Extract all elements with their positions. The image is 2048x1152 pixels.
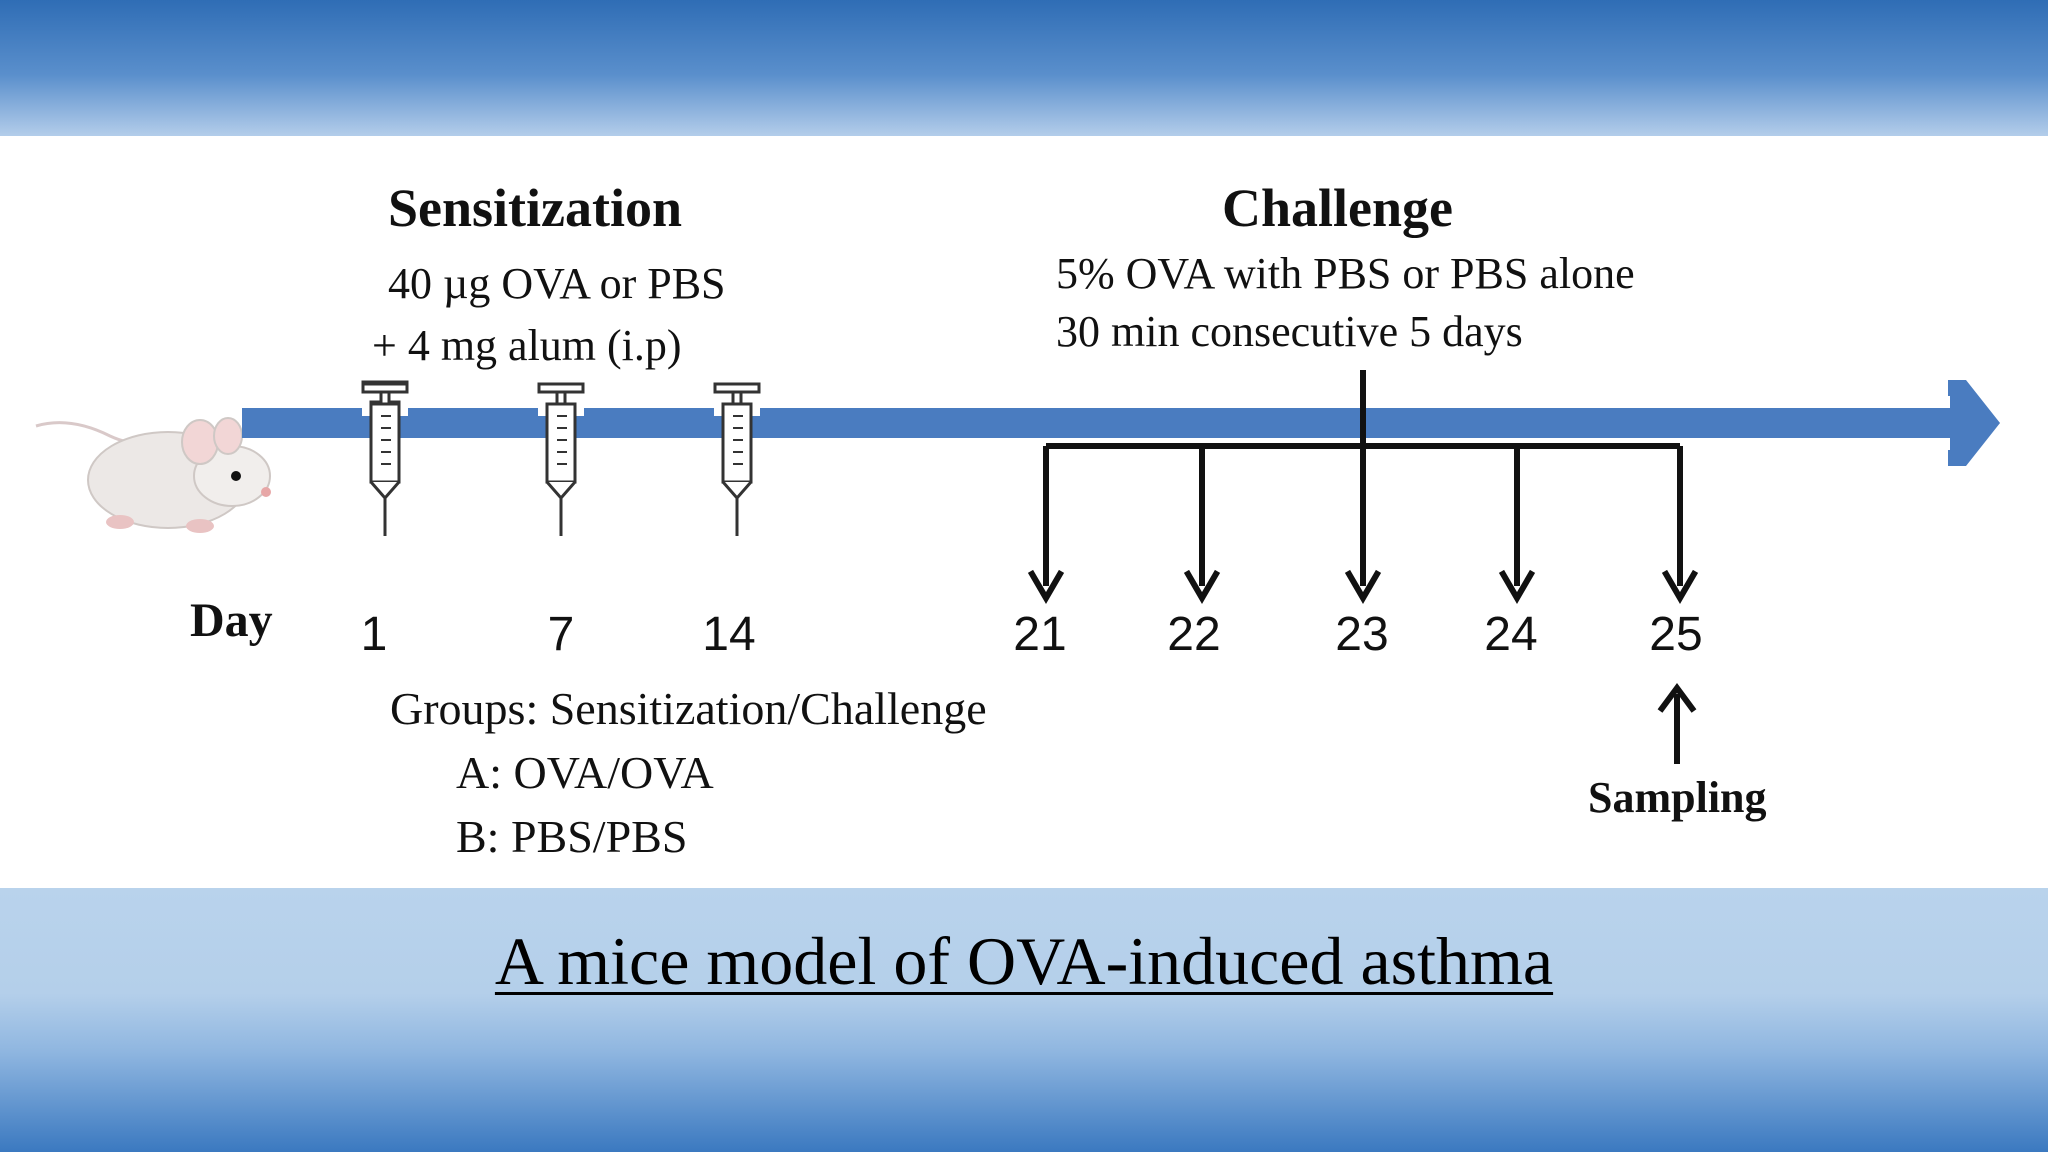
sensitization-dose-line: 40 µg OVA or PBS xyxy=(388,259,726,308)
challenge-arrowheads xyxy=(1027,569,1699,604)
slide-caption: A mice model of OVA-induced asthma xyxy=(494,923,1554,999)
sensitization-adjuvant-line: + 4 mg alum (i.p) xyxy=(372,321,682,370)
day-tick-14: 14 xyxy=(702,608,755,661)
groups-title: Groups: Sensitization/Challenge xyxy=(390,683,987,734)
day-tick-23: 23 xyxy=(1335,608,1388,661)
top-header-band xyxy=(0,0,2048,136)
group-a: A: OVA/OVA xyxy=(456,747,714,798)
sampling-label: Sampling xyxy=(1588,773,1767,822)
challenge-bracket xyxy=(1043,370,1683,586)
mouse-illustration xyxy=(35,417,271,533)
syringe-icon xyxy=(361,382,409,538)
day-tick-1: 1 xyxy=(361,608,388,661)
day-tick-7: 7 xyxy=(548,608,575,661)
day-tick-21: 21 xyxy=(1013,608,1066,661)
syringe-icon xyxy=(713,382,761,538)
sampling-arrow xyxy=(1657,682,1697,764)
challenge-duration-line: 30 min consecutive 5 days xyxy=(1056,307,1523,356)
challenge-title: Challenge xyxy=(1222,178,1453,238)
day-label: Day xyxy=(190,594,273,647)
challenge-dose-line: 5% OVA with PBS or PBS alone xyxy=(1056,249,1635,298)
day-tick-22: 22 xyxy=(1167,608,1220,661)
caption-band xyxy=(0,888,2048,1152)
timeline-diagram: Sensitization 40 µg OVA or PBS + 4 mg al… xyxy=(35,178,2000,862)
syringe-icon xyxy=(537,382,585,538)
day-tick-24: 24 xyxy=(1484,608,1537,661)
sensitization-title: Sensitization xyxy=(388,178,682,238)
day-tick-25: 25 xyxy=(1649,608,1702,661)
timeline-arrow xyxy=(242,380,2000,466)
group-b: B: PBS/PBS xyxy=(456,811,687,862)
